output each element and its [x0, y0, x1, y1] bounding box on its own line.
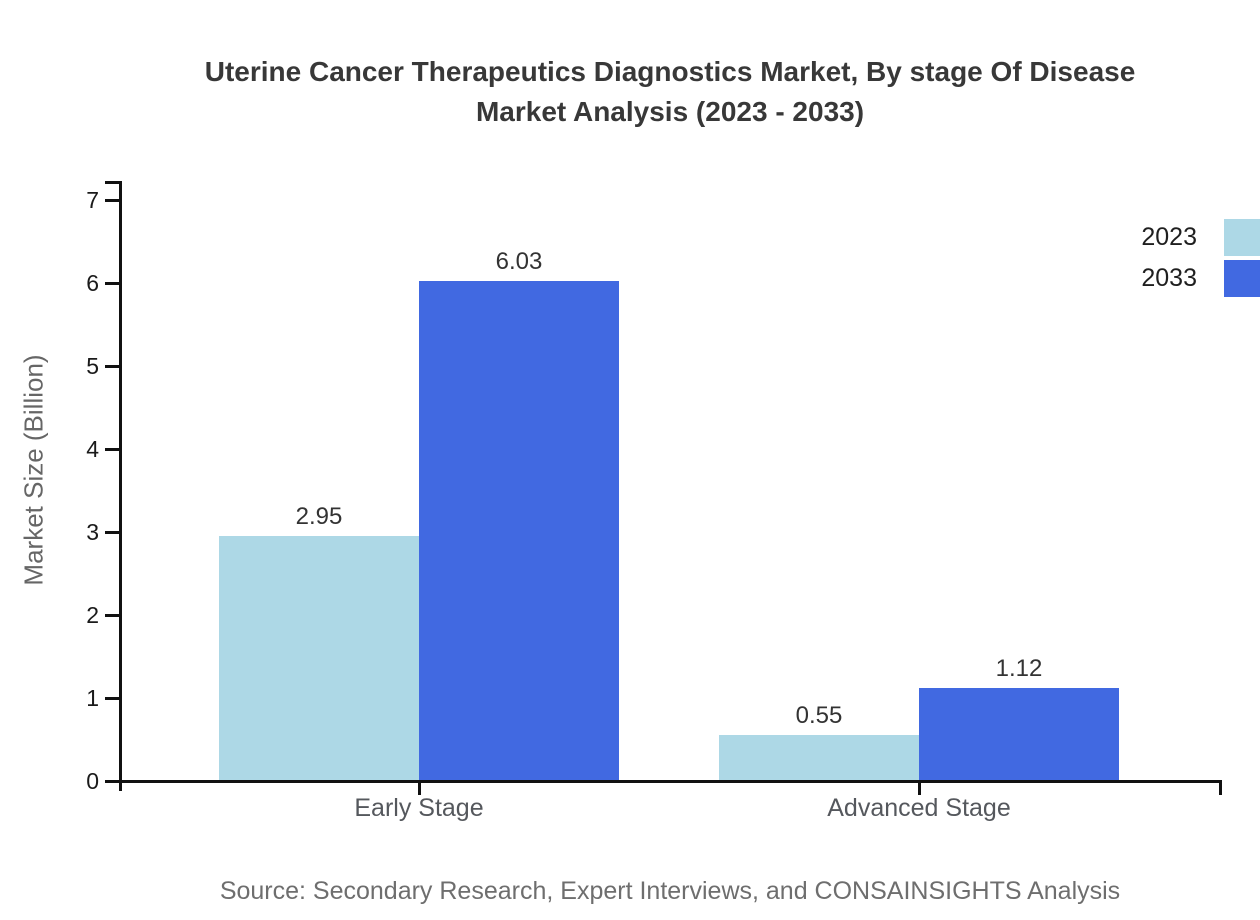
y-tick-label: 1	[86, 685, 99, 711]
bar-2033-advanced-stage	[919, 688, 1119, 780]
x-axis-end-cap	[1219, 783, 1222, 795]
chart-title-line2: Market Analysis (2023 - 2033)	[475, 96, 865, 127]
y-tick-mark	[105, 779, 120, 783]
y-axis-title: Market Size (Billion)	[18, 354, 49, 586]
y-tick-label: 7	[86, 187, 99, 213]
y-tick-label: 5	[86, 353, 99, 379]
bar-value-label: 6.03	[495, 247, 543, 275]
legend-swatch-2023	[1224, 219, 1260, 256]
y-tick-mark	[105, 281, 120, 285]
bar-value-label: 1.12	[995, 655, 1043, 683]
y-axis-spine	[119, 181, 122, 791]
bar-value-label: 0.55	[795, 702, 843, 730]
bar-2033-early-stage	[419, 280, 619, 780]
x-category-label: Advanced Stage	[827, 794, 1011, 822]
bar-value-label: 2.95	[295, 503, 343, 531]
y-tick-label: 0	[86, 768, 99, 794]
x-tick-mark	[917, 783, 921, 795]
legend-label-2023: 2023	[1141, 223, 1197, 251]
x-tick-mark	[417, 783, 421, 795]
y-tick-label: 4	[86, 436, 99, 462]
y-tick-mark	[105, 613, 120, 617]
y-tick-mark	[105, 364, 120, 368]
bar-2023-early-stage	[219, 536, 419, 780]
y-tick-mark	[105, 198, 120, 202]
y-tick-mark	[105, 696, 120, 700]
legend-swatch-2033	[1224, 260, 1260, 297]
y-tick-label: 2	[86, 602, 99, 628]
x-axis-line	[119, 780, 1222, 783]
legend-label-2033: 2033	[1141, 264, 1197, 292]
chart-title: Uterine Cancer Therapeutics Diagnostics …	[80, 52, 1260, 132]
y-tick-label: 6	[86, 270, 99, 296]
source-note: Source: Secondary Research, Expert Inter…	[219, 877, 1121, 905]
y-axis-top-cap	[105, 181, 122, 184]
bar-2023-advanced-stage	[719, 735, 919, 780]
y-tick-label: 3	[86, 519, 99, 545]
y-tick-mark	[105, 447, 120, 451]
x-category-label: Early Stage	[354, 794, 484, 822]
chart-title-line1: Uterine Cancer Therapeutics Diagnostics …	[204, 56, 1136, 87]
y-tick-mark	[105, 530, 120, 534]
